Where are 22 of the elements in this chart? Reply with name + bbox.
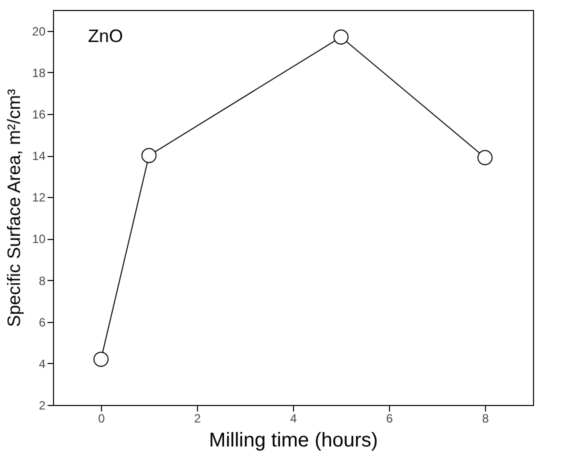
y-tick-label: 10 xyxy=(32,232,46,246)
y-tick-label: 14 xyxy=(32,149,46,164)
x-tick-label: 8 xyxy=(482,412,490,426)
y-tick-label: 18 xyxy=(32,66,46,80)
x-axis-title: Milling time (hours) xyxy=(209,430,378,452)
y-tick-label: 8 xyxy=(38,274,46,288)
y-tick-label: 2 xyxy=(38,398,46,412)
y-axis-title: Specific Surface Area, m²/cm³ xyxy=(4,88,24,328)
point xyxy=(333,29,349,45)
x-tick-label: 6 xyxy=(386,412,394,426)
x-tick-label: 4 xyxy=(290,412,298,426)
annotation: ZnO xyxy=(88,26,124,46)
point xyxy=(477,150,493,166)
point xyxy=(141,148,157,164)
point xyxy=(93,352,109,367)
y-tick-label: 4 xyxy=(38,356,46,371)
y-tick-label: 12 xyxy=(32,190,46,205)
y-tick-label: 6 xyxy=(38,315,46,330)
y-tick-label: 20 xyxy=(32,24,46,38)
y-tick-label: 16 xyxy=(32,107,46,122)
x-tick-label: 0 xyxy=(98,412,106,426)
x-tick-label: 2 xyxy=(194,412,202,426)
